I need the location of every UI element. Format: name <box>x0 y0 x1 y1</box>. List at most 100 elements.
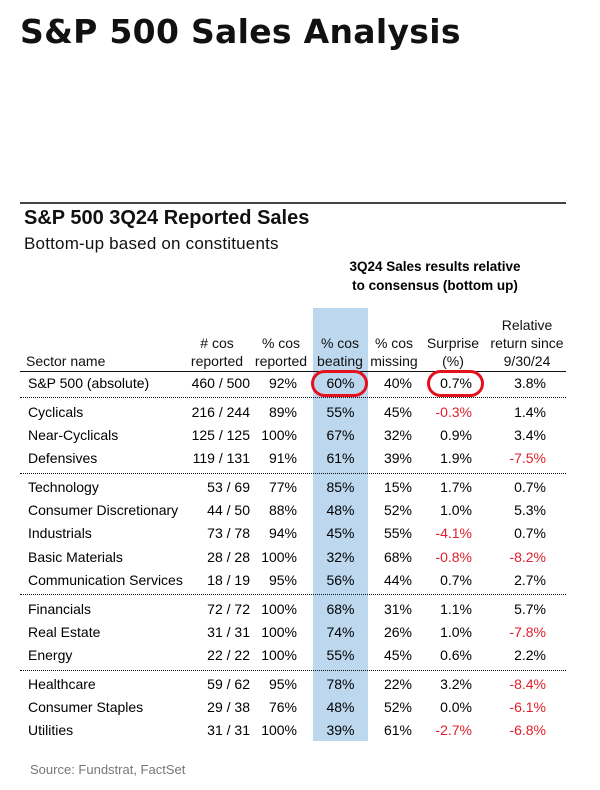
cell-sector: Consumer Discretionary <box>28 502 179 519</box>
cell-pct-missing: 44% <box>383 572 412 588</box>
cell-rel-return: -7.8% <box>509 623 546 640</box>
page-title: S&P 500 Sales Analysis <box>20 12 461 51</box>
cell-rel-return: -8.2% <box>509 548 546 565</box>
cell-pct-beating: 78% <box>326 675 355 692</box>
cell-pct-reported: 100% <box>261 426 297 443</box>
table-row: Financials 72 / 72 100% 68% 31% 1.1% 5.7% <box>0 598 600 620</box>
table-row: Energy 22 / 22 100% 55% 45% 0.6% 2.2% <box>0 644 600 666</box>
table-subtitle: Bottom-up based on constituents <box>24 234 279 253</box>
table-row: Near-Cyclicals 125 / 125 100% 67% 32% 0.9% 3.4… <box>0 424 600 446</box>
group-header-line-1: 3Q24 Sales results relative <box>349 259 521 274</box>
column-header-pct-beating: % cos beating <box>295 334 385 370</box>
table-row: Industrials 73 / 78 94% 45% 55% -4.1% 0.7% <box>0 522 600 544</box>
cell-pct-reported: 100% <box>261 722 297 739</box>
cell-pct-reported: 89% <box>268 403 297 420</box>
cell-pct-reported: 100% <box>261 647 297 664</box>
group-divider <box>20 397 566 399</box>
cell-pct-beating: 56% <box>326 572 355 588</box>
cell-reported: 28 / 28 <box>207 548 250 565</box>
column-header-surprise: Surprise (%) <box>408 334 498 370</box>
cell-reported: 31 / 31 <box>207 722 250 739</box>
cell-surprise: 0.7% <box>440 375 472 391</box>
table-row: Defensives 119 / 131 91% 61% 39% 1.9% -7.5% <box>0 447 600 469</box>
cell-rel-return: 1.4% <box>514 403 546 420</box>
cell-surprise: 1.1% <box>440 600 472 617</box>
cell-surprise: 0.7% <box>440 572 472 588</box>
cell-sector: Consumer Staples <box>28 699 144 716</box>
cell-pct-missing: 31% <box>383 600 412 617</box>
cell-pct-missing: 52% <box>383 699 412 716</box>
cell-pct-missing: 61% <box>383 722 412 739</box>
table-row: Consumer Discretionary 44 / 50 88% 48% 52% 1.… <box>0 499 600 521</box>
cell-pct-reported: 95% <box>268 675 297 692</box>
cell-rel-return: 0.7% <box>514 478 546 495</box>
table-row: Communication Services 18 / 19 95% 56% 44% 0.… <box>0 569 600 591</box>
table-row: S&P 500 (absolute) 460 / 500 92% 60% 40% 0.7%… <box>0 372 600 394</box>
cell-reported: 29 / 38 <box>207 699 250 716</box>
column-header-line: reported <box>190 353 244 369</box>
cell-pct-beating: 48% <box>326 699 355 716</box>
cell-surprise: -2.7% <box>435 722 472 739</box>
cell-pct-reported: 91% <box>268 450 297 467</box>
table-title: S&P 500 3Q24 Reported Sales <box>24 207 310 229</box>
group-divider <box>20 594 566 596</box>
cell-pct-missing: 45% <box>383 403 412 420</box>
cell-pct-reported: 100% <box>261 600 297 617</box>
cell-pct-reported: 94% <box>268 525 297 542</box>
cell-rel-return: 2.2% <box>514 647 546 664</box>
cell-rel-return: 5.7% <box>514 600 546 617</box>
source-note: Source: Fundstrat, FactSet <box>30 762 186 777</box>
group-header-line-2: to consensus (bottom up) <box>352 278 518 293</box>
cell-reported: 44 / 50 <box>207 502 250 519</box>
highlight-circle-surprise <box>427 370 484 397</box>
column-header-line: # cos <box>200 335 234 351</box>
table-row: Technology 53 / 69 77% 85% 15% 1.7% 0.7% <box>0 476 600 498</box>
cell-pct-beating: 45% <box>326 525 355 542</box>
cell-sector: Communication Services <box>28 572 183 588</box>
cell-pct-beating: 85% <box>326 478 355 495</box>
column-header-line: beating <box>317 353 363 369</box>
column-header-line: reported <box>254 353 308 369</box>
cell-sector: Financials <box>28 600 92 617</box>
cell-pct-missing: 52% <box>383 502 412 519</box>
cell-sector: Industrials <box>28 525 92 542</box>
cell-reported: 125 / 125 <box>191 426 250 443</box>
cell-surprise: 0.6% <box>440 647 472 664</box>
cell-rel-return: 3.8% <box>514 375 546 391</box>
column-header-pct-reported: % cos reported <box>236 334 326 370</box>
cell-pct-reported: 95% <box>268 572 297 588</box>
cell-pct-beating: 67% <box>326 426 355 443</box>
group-divider <box>20 472 566 474</box>
cell-reported: 73 / 78 <box>207 525 250 542</box>
cell-surprise: 1.9% <box>440 450 472 467</box>
cell-rel-return: -6.8% <box>509 722 546 739</box>
cell-pct-beating: 55% <box>326 647 355 664</box>
cell-pct-reported: 100% <box>261 548 297 565</box>
cell-rel-return: -6.1% <box>509 699 546 716</box>
cell-surprise: 1.7% <box>440 478 472 495</box>
cell-surprise: 1.0% <box>440 623 472 640</box>
cell-reported: 22 / 22 <box>207 647 250 664</box>
cell-pct-missing: 55% <box>383 525 412 542</box>
cell-reported: 53 / 69 <box>207 478 250 495</box>
cell-sector: Near-Cyclicals <box>28 426 119 443</box>
cell-pct-beating: 55% <box>326 403 355 420</box>
column-header-line: return since <box>490 335 564 351</box>
column-header-line: Sector name <box>26 353 106 369</box>
cell-sector: Technology <box>28 478 99 495</box>
column-header-line: missing <box>370 353 418 369</box>
cell-reported: 72 / 72 <box>207 600 250 617</box>
cell-pct-missing: 15% <box>383 478 412 495</box>
cell-pct-missing: 39% <box>383 450 412 467</box>
cell-pct-missing: 26% <box>383 623 412 640</box>
cell-pct-reported: 92% <box>268 375 297 391</box>
cell-rel-return: 2.7% <box>514 572 546 588</box>
cell-surprise: 1.0% <box>440 502 472 519</box>
column-header-sector: Sector name <box>26 352 105 370</box>
column-header-line: Surprise <box>426 335 480 351</box>
cell-sector: Cyclicals <box>28 403 84 420</box>
column-header-line: (%) <box>442 353 464 369</box>
cell-surprise: 3.2% <box>440 675 472 692</box>
column-header-pct-missing: % cos missing <box>349 334 439 370</box>
cell-sector: Energy <box>28 647 73 664</box>
